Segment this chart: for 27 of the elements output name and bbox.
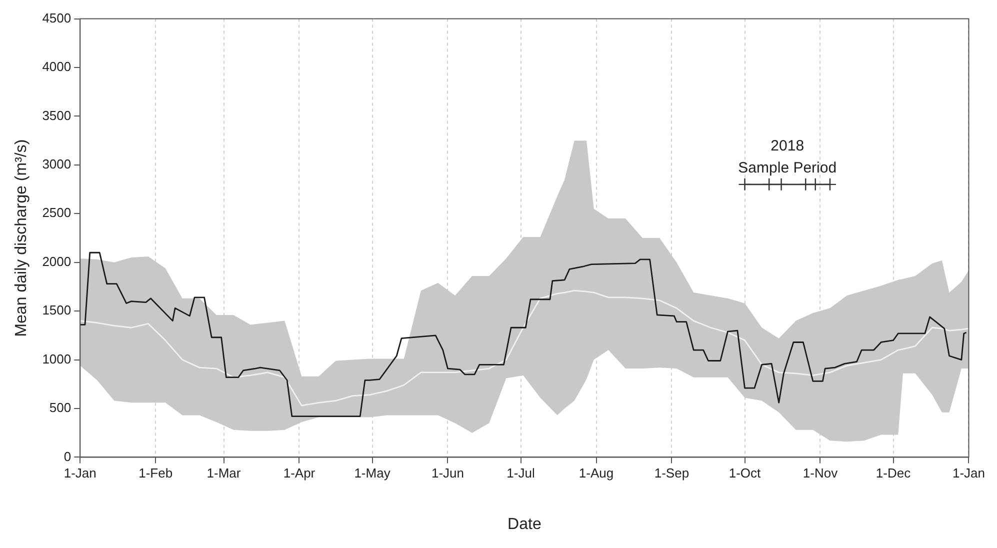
annotation: Sample Period xyxy=(738,160,837,177)
y-tick-label: 1500 xyxy=(42,302,72,318)
y-tick-label: 4500 xyxy=(42,10,72,26)
y-tick-label: 0 xyxy=(64,448,72,464)
x-tick-label: 1-Mar xyxy=(206,466,242,481)
y-tick-label: 500 xyxy=(49,400,72,416)
y-tick-label: 3500 xyxy=(42,108,72,123)
x-tick-label: 1-Jun xyxy=(431,466,464,481)
annotation: 2018 xyxy=(770,138,804,155)
y-axis-title: Mean daily discharge (m³/s) xyxy=(13,139,30,337)
y-tick-label: 2000 xyxy=(42,254,72,269)
x-tick-label: 1-Aug xyxy=(578,466,614,481)
x-tick-label: 1-Apr xyxy=(283,466,316,481)
x-tick-label: 1-Jan xyxy=(952,466,986,481)
y-tick-label: 1000 xyxy=(42,351,72,366)
x-tick-label: 1-Nov xyxy=(802,466,838,481)
x-axis-title: Date xyxy=(508,516,542,533)
y-tick-label: 2500 xyxy=(42,205,72,220)
x-tick-label: 1-Dec xyxy=(876,466,912,481)
x-tick-label: 1-Feb xyxy=(138,466,173,481)
x-tick-label: 1-May xyxy=(354,466,391,481)
x-tick-label: 1-Jan xyxy=(64,466,96,481)
x-tick-label: 1-Sep xyxy=(654,466,690,481)
y-tick-label: 3000 xyxy=(42,156,72,172)
x-tick-label: 1-Jul xyxy=(506,466,535,481)
y-tick-label: 4000 xyxy=(42,59,72,74)
x-tick-label: 1-Oct xyxy=(728,466,762,481)
